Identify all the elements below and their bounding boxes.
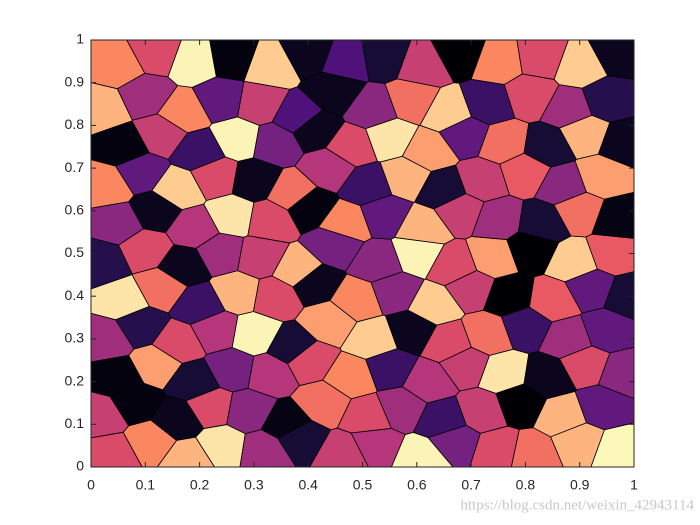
y-tick-label: 0.9 xyxy=(65,73,85,89)
voronoi-cells xyxy=(90,39,635,468)
x-tick-label: 0.3 xyxy=(244,477,264,493)
x-tick-label: 0.2 xyxy=(190,477,210,493)
x-tick-label: 0.5 xyxy=(353,477,373,493)
x-tick-label: 0.7 xyxy=(461,477,481,493)
axes: 0 0.1 0.2 0.3 0.4 0.5 0.6 0.7 0.8 0.9 1 0 0.1 0.2 0.3 0… xyxy=(65,31,639,493)
voronoi-cell xyxy=(243,39,302,90)
x-tick-label: 0.9 xyxy=(570,477,590,493)
y-tick-label: 0.5 xyxy=(65,244,85,260)
y-tick-label: 0.1 xyxy=(65,415,85,431)
y-tick-label: 0.3 xyxy=(65,330,85,346)
y-tick-label: 0.8 xyxy=(65,116,85,132)
y-tick-label: 0.4 xyxy=(65,287,85,303)
y-tick-label: 0.2 xyxy=(65,372,85,388)
y-tick-label: 0.6 xyxy=(65,202,85,218)
y-tick-label: 1 xyxy=(76,31,84,47)
y-tick-label: 0 xyxy=(76,458,84,474)
x-tick-label: 1 xyxy=(630,477,638,493)
watermark: https://blog.csdn.net/weixin_42943114 xyxy=(460,497,694,513)
y-tick-label: 0.7 xyxy=(65,159,85,175)
x-tick-label: 0.1 xyxy=(136,477,156,493)
x-tick-label: 0.8 xyxy=(516,477,536,493)
x-tick-label: 0.4 xyxy=(298,477,318,493)
x-tick-label: 0 xyxy=(87,477,95,493)
x-tick-label: 0.6 xyxy=(407,477,427,493)
